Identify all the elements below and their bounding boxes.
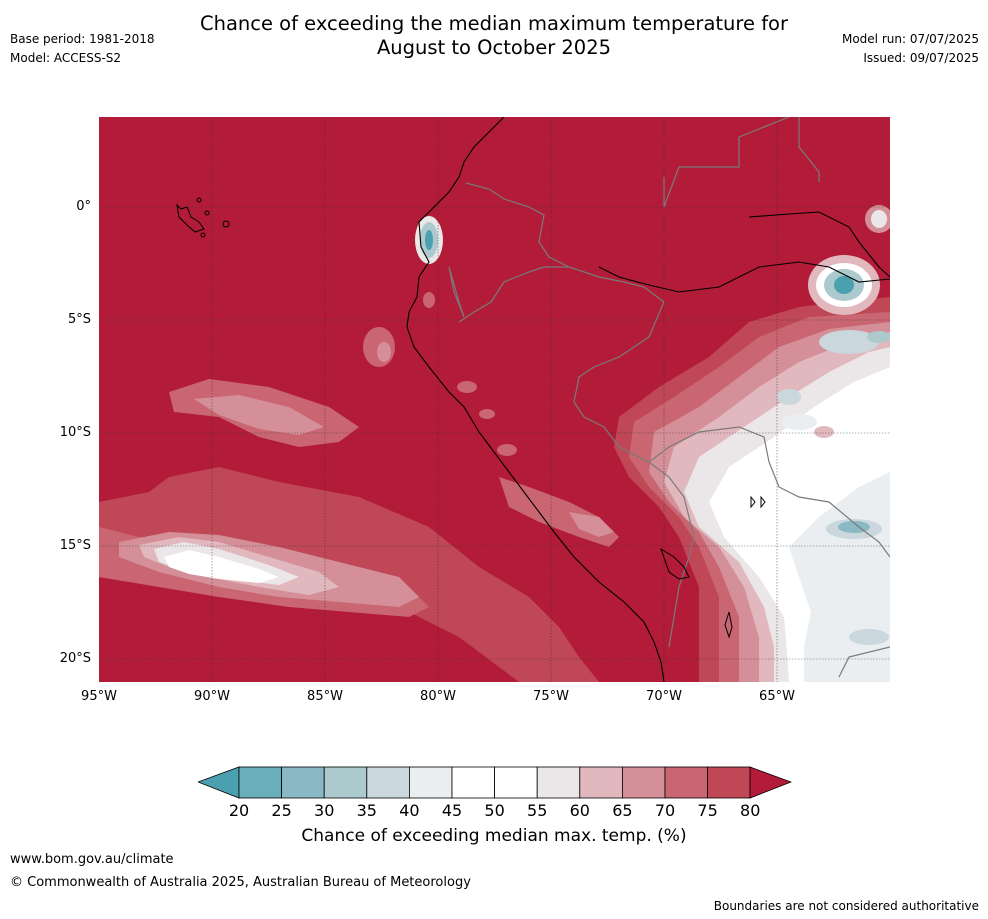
map-canvas <box>99 117 890 682</box>
title-line-1: Chance of exceeding the median maximum t… <box>199 12 789 35</box>
colorbar-cell <box>494 766 538 799</box>
galapagos-islands <box>176 197 230 238</box>
issued-date: Issued: 09/07/2025 <box>863 51 979 65</box>
colorbar-tick-label: 35 <box>356 801 377 820</box>
lat-label-0: 0° <box>76 199 91 214</box>
colorbar-cell <box>323 766 368 799</box>
map-panel <box>99 117 890 682</box>
colorbar-tick-label: 50 <box>484 801 505 820</box>
footer-copyright: © Commonwealth of Australia 2025, Austra… <box>10 875 471 890</box>
graticule <box>99 117 890 682</box>
colorbar-cell <box>536 766 581 799</box>
colorbar-cell <box>579 766 623 799</box>
lon-label-80w: 80°W <box>420 689 456 704</box>
colorbar <box>198 766 792 799</box>
contour-pacific-tongue <box>99 327 619 682</box>
lat-label-15s: 15°S <box>59 538 91 553</box>
contour-region-east <box>614 297 890 682</box>
colorbar-tick-label: 75 <box>697 801 718 820</box>
lon-label-75w: 75°W <box>533 689 569 704</box>
contour-hotspot-ecuador <box>415 216 443 308</box>
title-line-2: August to October 2025 <box>376 36 612 59</box>
lat-label-20s: 20°S <box>59 651 91 666</box>
colorbar-tick-label: 80 <box>740 801 761 820</box>
footer-disclaimer: Boundaries are not considered authoritat… <box>713 899 979 913</box>
country-borders <box>448 117 890 678</box>
colorbar-tick-label: 40 <box>399 801 420 820</box>
lakes <box>660 495 766 639</box>
colorbar-tick-label: 60 <box>569 801 590 820</box>
lon-label-70w: 70°W <box>646 689 682 704</box>
colorbar-cell <box>281 766 325 799</box>
colorbar-cell <box>238 766 282 799</box>
colorbar-tick-label: 55 <box>527 801 548 820</box>
lat-label-10s: 10°S <box>59 425 91 440</box>
colorbar-cell <box>366 766 410 799</box>
colorbar-under-arrow <box>198 766 240 799</box>
coastlines <box>406 117 890 682</box>
colorbar-cell <box>451 766 495 799</box>
colorbar-tick-label: 70 <box>654 801 676 820</box>
colorbar-tick-label: 30 <box>314 801 335 820</box>
colorbar-title: Chance of exceeding median max. temp. (%… <box>301 826 687 846</box>
lon-label-65w: 65°W <box>759 689 795 704</box>
model-name: Model: ACCESS-S2 <box>10 51 122 65</box>
lon-label-90w: 90°W <box>194 689 230 704</box>
map-title: Chance of exceeding the median maximum t… <box>0 12 988 60</box>
colorbar-tick-label: 25 <box>271 801 292 820</box>
base-period: Base period: 1981-2018 <box>10 32 155 46</box>
lon-label-95w: 95°W <box>81 689 117 704</box>
contour-hotspot-ne <box>808 205 890 315</box>
colorbar-over-arrow <box>749 766 792 799</box>
colorbar-cell <box>621 766 666 799</box>
footer-url[interactable]: www.bom.gov.au/climate <box>10 852 174 867</box>
colorbar-tick-label: 20 <box>228 801 250 820</box>
lat-label-5s: 5°S <box>67 312 91 327</box>
lon-label-85w: 85°W <box>307 689 343 704</box>
colorbar-cell <box>664 766 708 799</box>
colorbar-tick-label: 45 <box>441 801 463 820</box>
colorbar-cell <box>707 766 751 799</box>
colorbar-cell <box>408 766 453 799</box>
colorbar-tick-label: 65 <box>612 801 633 820</box>
model-run: Model run: 07/07/2025 <box>841 32 979 46</box>
